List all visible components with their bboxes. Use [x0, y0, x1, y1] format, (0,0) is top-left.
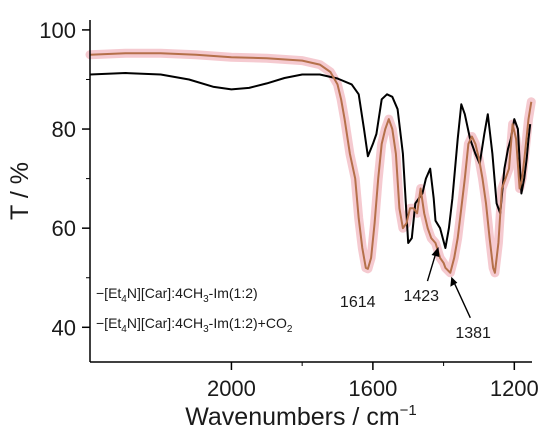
- legend-entry-1: −[Et4N][Car]:4CH3-Im(1:2): [96, 285, 258, 305]
- y-tick-label: 60: [52, 216, 76, 241]
- annotation-1423-arrowhead: [431, 247, 440, 258]
- x-axis-title-superscript: −1: [400, 402, 417, 419]
- annotation-1381: 1381: [455, 325, 491, 342]
- series-2-line: [89, 52, 533, 274]
- annotation-1423-arrow: [426, 250, 438, 282]
- series-layer: [89, 52, 533, 274]
- legend-suffix: -Im(1:2): [209, 285, 258, 301]
- legend-mid1: N][Car]:4CH: [127, 285, 203, 301]
- annotation-1423: 1423: [403, 288, 439, 305]
- y-tick-label: 40: [52, 315, 76, 340]
- annotation-1381-arrowhead: [450, 276, 458, 287]
- legend-sub1: 4: [121, 324, 127, 335]
- x-tick-label: 1600: [348, 376, 397, 401]
- legend-sub2: 3: [203, 294, 209, 305]
- y-tick-label: 100: [39, 18, 76, 43]
- axes-layer: 40 60 80 100 2000 1600 1200 Wavenumbers / cm−1 T…: [6, 18, 539, 431]
- x-tick-label: 1200: [490, 376, 539, 401]
- y-axis-title: T / %: [6, 162, 34, 220]
- legend-entry-2: −[Et4N][Car]:4CH3-Im(1:2)+CO2: [96, 315, 293, 335]
- legend-sub3: 2: [287, 324, 293, 335]
- y-tick-label: 80: [52, 117, 76, 142]
- legend-sub1: 4: [121, 294, 127, 305]
- halo-layer: [85, 48, 536, 278]
- legend: −[Et4N][Car]:4CH3-Im(1:2)−[Et4N][Car]:4C…: [96, 285, 293, 335]
- annotations: 1614 1423 1381: [340, 247, 491, 342]
- legend-mid1: N][Car]:4CH: [127, 315, 203, 331]
- x-tick-label: 2000: [207, 376, 256, 401]
- x-axis-title: Wavenumbers / cm−1: [185, 402, 417, 431]
- legend-prefix: −[Et: [96, 285, 121, 301]
- series-2-halo: [85, 48, 536, 278]
- annotation-1614: 1614: [340, 294, 376, 311]
- legend-suffix: -Im(1:2)+CO: [209, 315, 287, 331]
- annotation-1381-arrow: [452, 280, 471, 319]
- legend-sub2: 3: [203, 324, 209, 335]
- legend-prefix: −[Et: [96, 315, 121, 331]
